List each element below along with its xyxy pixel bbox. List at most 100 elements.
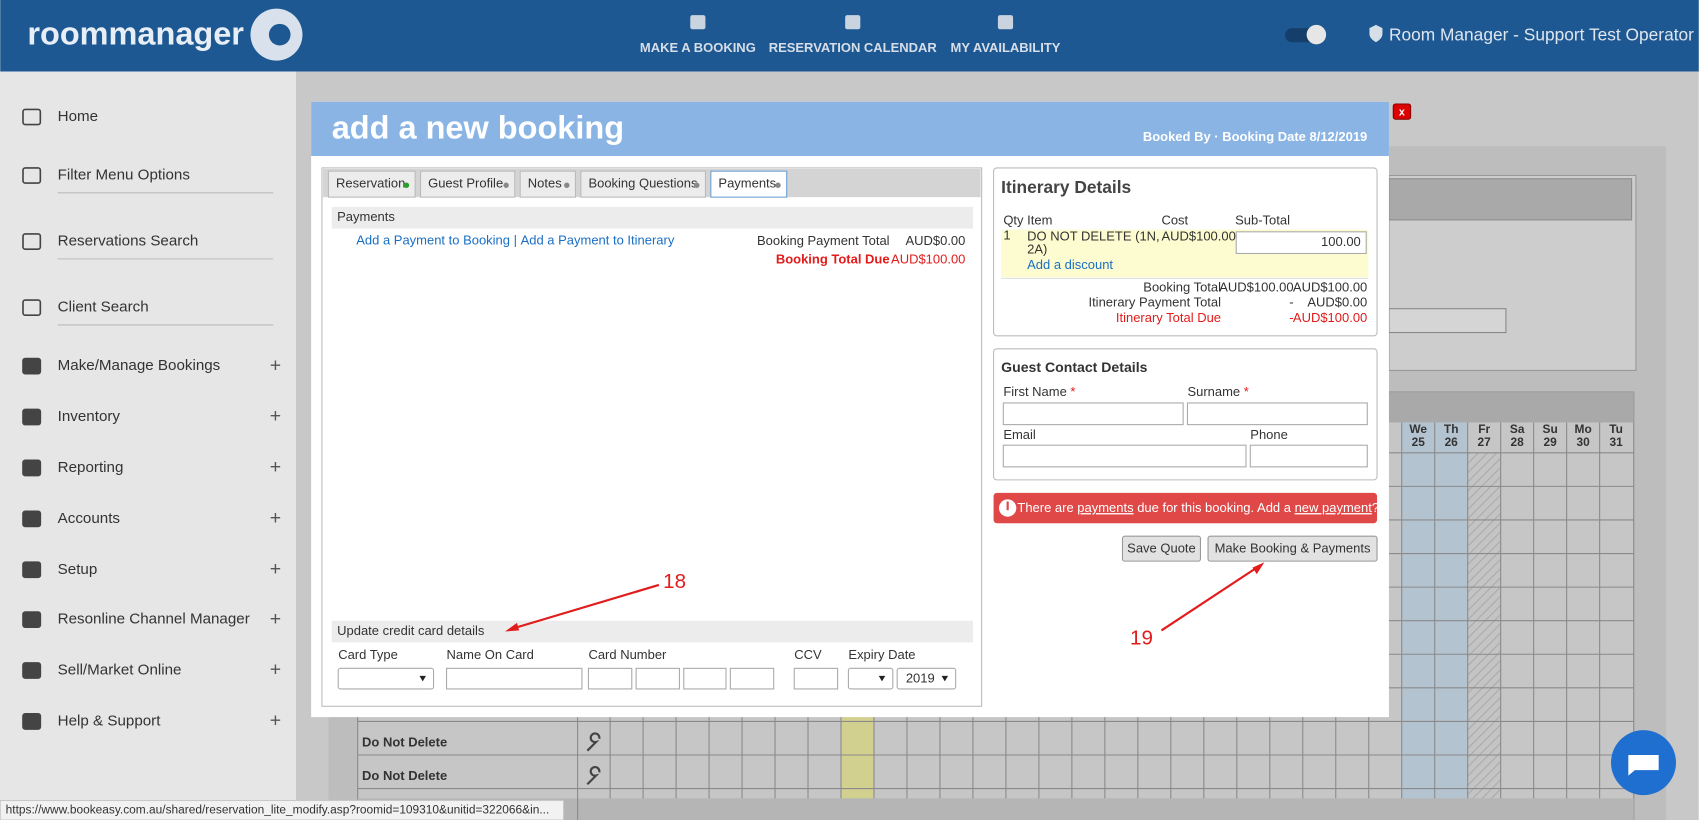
nav-link[interactable]: MY AVAILABILITY: [951, 40, 1061, 55]
filter-input: [1388, 308, 1507, 334]
input[interactable]: [683, 667, 727, 690]
first-name-input[interactable]: [1002, 402, 1184, 426]
day-label: 25: [1412, 435, 1426, 449]
select[interactable]: [337, 667, 435, 690]
booked-by: Booked By · Booking Date 8/12/2019: [1143, 129, 1367, 144]
item: 2A): [1027, 242, 1047, 257]
surname-input[interactable]: [1186, 402, 1368, 426]
day-label: 29: [1544, 435, 1558, 449]
select[interactable]: [896, 667, 957, 690]
close-label[interactable]: x: [1399, 107, 1405, 119]
select-value[interactable]: 2019: [906, 671, 935, 686]
total-cell: AUD$0.00: [1307, 295, 1367, 310]
nav-link[interactable]: MAKE A BOOKING: [640, 40, 756, 55]
card-heading: Update credit card details: [337, 623, 485, 638]
required: *: [1070, 385, 1075, 400]
email-input[interactable]: [1002, 444, 1247, 468]
expand-icon: +: [270, 608, 281, 630]
expand-icon: +: [270, 507, 281, 529]
amount: AUD$100.00: [891, 251, 965, 266]
menu-item[interactable]: Inventory: [58, 408, 121, 425]
select[interactable]: [847, 667, 894, 690]
menu-icon: [22, 357, 42, 375]
wrench-icon[interactable]: [586, 766, 601, 786]
text: There are: [1017, 501, 1077, 516]
cost: AUD$100.00: [1161, 229, 1235, 244]
text: First Name: [1003, 385, 1066, 400]
modal-title: add a new booking: [332, 110, 624, 146]
brand: roommanager: [27, 15, 244, 51]
button-label[interactable]: Make Booking & Payments: [1215, 541, 1371, 556]
save-quote-button[interactable]: [1121, 535, 1202, 562]
subtotal-input[interactable]: [1235, 231, 1367, 255]
caret: [941, 675, 949, 682]
qty: 1: [1003, 228, 1010, 243]
annotation: 18: [663, 570, 686, 593]
expand-icon: +: [270, 710, 281, 732]
menu-item[interactable]: Reservations Search: [58, 233, 199, 250]
annotation-arrow: [1160, 566, 1258, 632]
menu-icon: [22, 611, 42, 628]
wrench-icon[interactable]: [586, 732, 601, 752]
tab[interactable]: [580, 170, 706, 198]
expand-icon: +: [270, 456, 281, 478]
label: Phone: [1250, 427, 1288, 442]
tab-label[interactable]: Reservation: [336, 176, 405, 191]
total-cell: -: [1289, 310, 1293, 325]
menu-item[interactable]: Filter Menu Options: [58, 166, 191, 183]
itinerary-title: Itinerary Details: [1001, 177, 1131, 197]
separator: |: [510, 233, 521, 248]
tab-label[interactable]: Notes: [528, 176, 562, 191]
sidebar: [0, 71, 296, 820]
field-label: CCV: [794, 647, 822, 662]
tab[interactable]: [710, 170, 788, 198]
menu-item[interactable]: Accounts: [58, 510, 121, 527]
input[interactable]: [587, 667, 633, 690]
menu-item[interactable]: Client Search: [58, 299, 149, 316]
menu-item[interactable]: Home: [58, 108, 98, 125]
nav-icon: [845, 15, 861, 30]
left-panel: [321, 167, 983, 707]
menu-item[interactable]: Sell/Market Online: [58, 662, 182, 679]
link[interactable]: Add a Payment to Booking: [356, 233, 510, 248]
input[interactable]: [635, 667, 680, 690]
menu-item[interactable]: Setup: [58, 561, 98, 578]
modal-header: [311, 101, 1389, 156]
subtotal[interactable]: 100.00: [1321, 234, 1361, 249]
link[interactable]: new payment: [1295, 501, 1373, 516]
annotation-arrow: [513, 583, 660, 630]
user-name[interactable]: Room Manager - Support Test Operator: [1389, 24, 1694, 44]
day-label: 27: [1478, 435, 1492, 449]
phone-input[interactable]: [1249, 444, 1368, 468]
tab-status: [503, 182, 509, 188]
nav-link[interactable]: RESERVATION CALENDAR: [769, 40, 938, 55]
day-label: 28: [1511, 435, 1525, 449]
menu-item[interactable]: Help & Support: [58, 712, 162, 729]
tab-label[interactable]: Payments: [718, 176, 776, 191]
menu-icon: [22, 561, 42, 579]
make-booking-button[interactable]: [1207, 535, 1378, 562]
menu-item[interactable]: Resonline Channel Manager: [58, 611, 250, 628]
blocked-column: [1467, 452, 1501, 800]
label: Booking Payment Total: [757, 233, 890, 248]
tab-label[interactable]: Booking Questions: [588, 176, 697, 191]
tab[interactable]: [327, 170, 416, 198]
link[interactable]: payments: [1077, 501, 1134, 516]
tab-label[interactable]: Guest Profile: [428, 176, 503, 191]
menu-icon: [22, 233, 42, 250]
menu-item[interactable]: Reporting: [58, 459, 124, 476]
annotation: 19: [1130, 627, 1153, 650]
input[interactable]: [729, 667, 775, 690]
discount-link[interactable]: Add a discount: [1027, 257, 1113, 272]
label: Booking Total Due: [776, 251, 890, 266]
link[interactable]: Add a Payment to Itinerary: [521, 233, 675, 248]
tab-status: [564, 182, 570, 188]
menu-item[interactable]: Make/Manage Bookings: [58, 357, 221, 374]
caret: [419, 675, 426, 682]
tab[interactable]: [420, 170, 516, 198]
button-label[interactable]: Save Quote: [1127, 541, 1196, 556]
close-button[interactable]: [1392, 103, 1412, 120]
input[interactable]: [445, 667, 583, 690]
input[interactable]: [793, 667, 839, 690]
